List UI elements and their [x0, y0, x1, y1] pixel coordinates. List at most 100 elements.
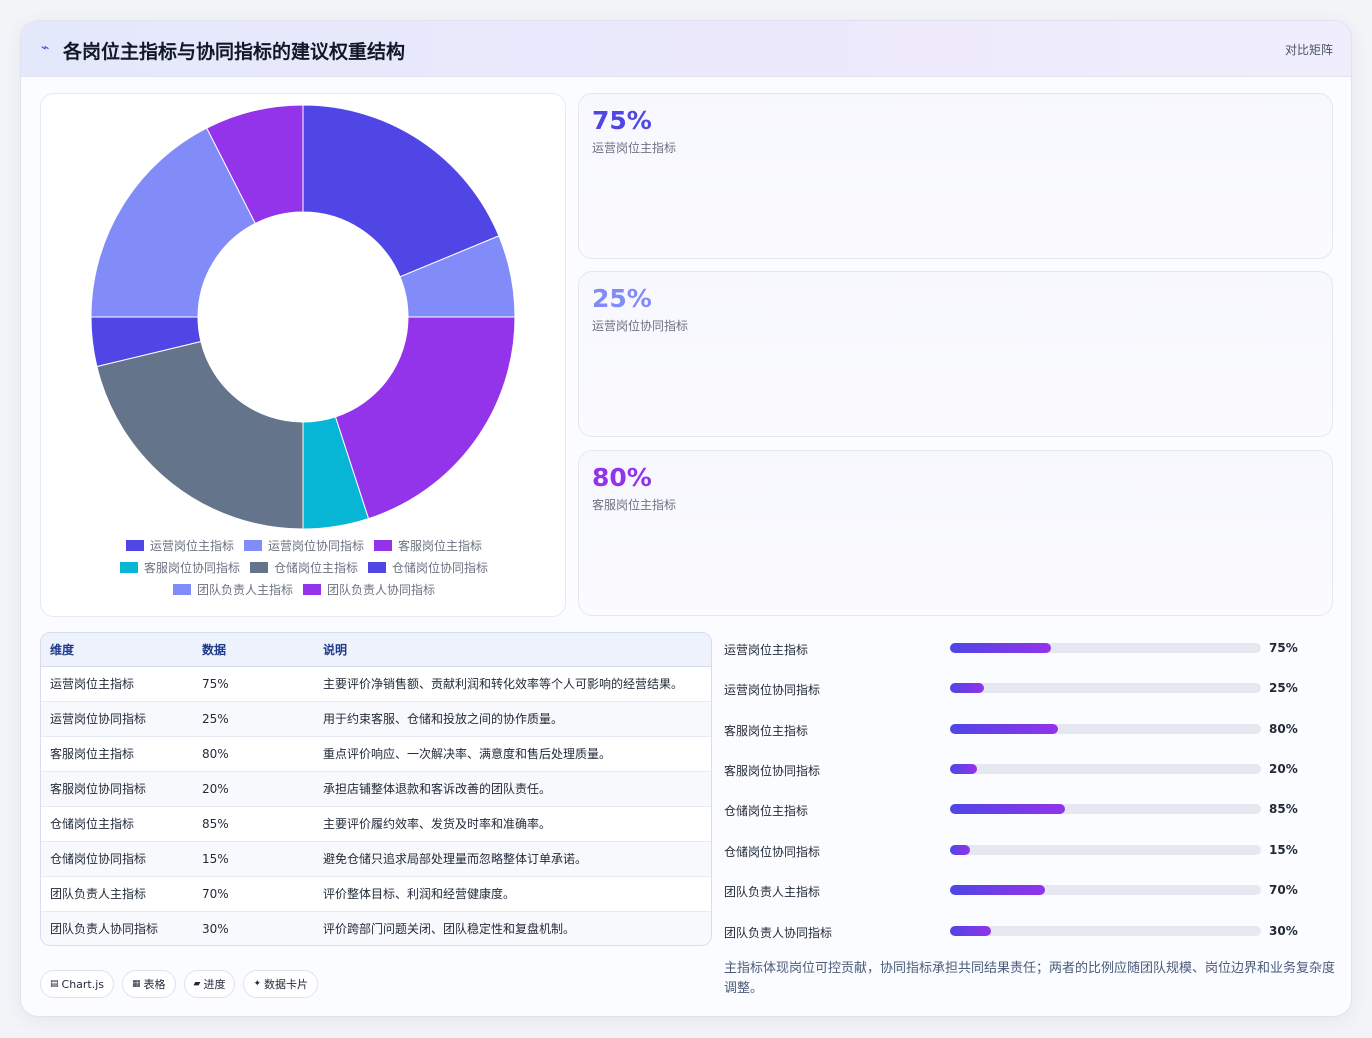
legend-swatch	[249, 561, 268, 573]
table-cell: 团队负责人主指标	[41, 876, 202, 912]
legend-label: 运营岗位主指标	[149, 538, 234, 553]
column-header: 维度	[41, 633, 202, 667]
progress-value: 15%	[1269, 843, 1298, 857]
legend-swatch	[119, 561, 138, 573]
legend-label: 仓储岗位协同指标	[392, 560, 489, 575]
progress-fill	[950, 885, 1045, 895]
legend-swatch	[368, 561, 386, 573]
compare-matrix-link[interactable]: 对比矩阵	[1284, 43, 1333, 57]
doughnut-slice[interactable]	[96, 340, 304, 530]
table-row: 运营岗位协同指标 25% 用于约束客服、仓储和投放之间的协作质量。	[41, 701, 711, 737]
table-row: 客服岗位协同指标 20% 承担店铺整体退款和客诉改善的团队责任。	[41, 771, 711, 807]
legend-label: 运营岗位协同指标	[267, 538, 364, 553]
progress-icon: ▰	[193, 979, 201, 989]
trend-line-icon: ⌁	[41, 40, 50, 56]
progress-row: 运营岗位主指标 75%	[724, 638, 1334, 658]
progress-row: 团队负责人主指标 70%	[724, 880, 1334, 900]
chip-progress[interactable]: ▰ 进度	[183, 970, 236, 998]
data-table: 维度 数据 说明 运营岗位主指标 75% 主要评价净销售额、贡献利润和转化效率等个人…	[40, 632, 712, 946]
legend-swatch	[172, 583, 191, 595]
progress-track	[950, 845, 1261, 855]
table-row: 仓储岗位协同指标 15% 避免仓储只追求局部处理量而忽略整体订单承诺。	[41, 841, 711, 877]
progress-label: 运营岗位协同指标	[724, 683, 821, 697]
chip-group: ▤ Chart.js ▦ 表格 ▰ 进度 ✦ 数据卡片	[40, 970, 326, 998]
legend-item[interactable]: 客服岗位主指标	[374, 537, 482, 554]
progress-fill	[950, 764, 978, 774]
progress-fill	[950, 804, 1065, 814]
table-cell: 75%	[202, 666, 323, 702]
table-cell: 20%	[202, 771, 323, 807]
table-row: 团队负责人主指标 70% 评价整体目标、利润和经营健康度。	[41, 876, 711, 912]
table-row: 运营岗位主指标 75% 主要评价净销售额、贡献利润和转化效率等个人可影响的经营结果。	[41, 666, 711, 702]
table-cell: 25%	[202, 701, 323, 737]
progress-track	[950, 804, 1261, 814]
legend-item[interactable]: 仓储岗位主指标	[249, 559, 358, 576]
table-row: 仓储岗位主指标 85% 主要评价履约效率、发货及时率和准确率。	[41, 806, 711, 842]
legend-item[interactable]: 运营岗位主指标	[125, 537, 234, 554]
legend-label: 客服岗位协同指标	[143, 560, 240, 575]
legend-swatch	[374, 539, 392, 551]
card-header: ⌁ 各岗位主指标与协同指标的建议权重结构 对比矩阵	[21, 21, 1351, 77]
progress-value: 30%	[1269, 924, 1298, 938]
progress-track	[950, 683, 1261, 693]
table-cell: 用于约束客服、仓储和投放之间的协作质量。	[323, 701, 711, 737]
table-cell: 运营岗位主指标	[41, 666, 202, 702]
kpi-label: 运营岗位主指标	[592, 141, 677, 155]
kpi-card: 75% 运营岗位主指标	[578, 93, 1333, 259]
kpi-value: 25%	[592, 284, 652, 313]
legend-item[interactable]: 客服岗位协同指标	[119, 559, 240, 576]
progress-row: 运营岗位协同指标 25%	[724, 678, 1334, 698]
legend-label: 仓储岗位主指标	[273, 560, 358, 575]
doughnut-chart-panel: 运营岗位主指标 运营岗位协同指标 客服岗位主指标客服岗位协同指标 仓储岗位主指标 仓储岗…	[40, 93, 566, 617]
chip-label: 数据卡片	[264, 978, 309, 991]
chart-legend: 运营岗位主指标 运营岗位协同指标 客服岗位主指标客服岗位协同指标 仓储岗位主指标 仓储岗…	[41, 534, 567, 600]
doughnut-chart	[90, 104, 516, 530]
chip-chart[interactable]: ▤ Chart.js	[40, 970, 115, 998]
progress-fill	[950, 926, 991, 936]
sparkle-icon: ✦	[253, 979, 262, 989]
legend-swatch	[243, 539, 262, 551]
progress-row: 仓储岗位主指标 85%	[724, 799, 1334, 819]
table-cell: 仓储岗位协同指标	[41, 841, 202, 877]
legend-item[interactable]: 团队负责人主指标	[172, 581, 293, 598]
kpi-card: 80% 客服岗位主指标	[578, 450, 1333, 616]
table-cell: 避免仓储只追求局部处理量而忽略整体订单承诺。	[323, 841, 711, 877]
progress-value: 20%	[1269, 762, 1298, 776]
progress-row: 客服岗位主指标 80%	[724, 719, 1334, 739]
progress-label: 仓储岗位主指标	[724, 804, 809, 818]
progress-label: 客服岗位协同指标	[724, 764, 821, 778]
table-cell: 重点评价响应、一次解决率、满意度和售后处理质量。	[323, 736, 711, 772]
table-cell: 15%	[202, 841, 323, 877]
progress-label: 团队负责人协同指标	[724, 926, 833, 940]
legend-label: 团队负责人主指标	[196, 582, 293, 597]
legend-item[interactable]: 运营岗位协同指标	[243, 537, 364, 554]
progress-track	[950, 885, 1261, 895]
chip-label: 表格	[143, 978, 166, 991]
kpi-value: 75%	[592, 106, 652, 135]
table-cell: 运营岗位协同指标	[41, 701, 202, 737]
progress-track	[950, 643, 1261, 653]
doughnut-slice[interactable]	[90, 127, 257, 318]
table-cell: 评价整体目标、利润和经营健康度。	[323, 876, 711, 912]
table-row: 客服岗位主指标 80% 重点评价响应、一次解决率、满意度和售后处理质量。	[41, 736, 711, 772]
table-cell: 30%	[202, 911, 323, 945]
doughnut-slice[interactable]	[334, 316, 516, 520]
legend-item[interactable]: 仓储岗位协同指标	[368, 559, 488, 576]
legend-item[interactable]: 团队负责人协同指标	[303, 581, 435, 598]
progress-fill	[950, 643, 1052, 653]
progress-row: 客服岗位协同指标 20%	[724, 759, 1334, 779]
chip-sparkle[interactable]: ✦ 数据卡片	[243, 970, 319, 998]
doughnut-slice[interactable]	[302, 104, 500, 278]
progress-fill	[950, 845, 971, 855]
table-cell: 85%	[202, 806, 323, 842]
progress-label: 客服岗位主指标	[724, 724, 809, 738]
progress-value: 80%	[1269, 722, 1298, 736]
chart-icon: ▤	[50, 979, 59, 989]
doughnut-slice[interactable]	[206, 104, 304, 225]
progress-value: 75%	[1269, 641, 1298, 655]
table-row: 团队负责人协同指标 30% 评价跨部门问题关闭、团队稳定性和复盘机制。	[41, 911, 711, 945]
chip-label: Chart.js	[61, 977, 105, 991]
dashboard-card: ⌁ 各岗位主指标与协同指标的建议权重结构 对比矩阵 运营岗位主指标 运营岗位协同指…	[20, 20, 1352, 1017]
table-header-row: 维度 数据 说明	[41, 633, 711, 667]
chip-table[interactable]: ▦ 表格	[122, 970, 176, 998]
